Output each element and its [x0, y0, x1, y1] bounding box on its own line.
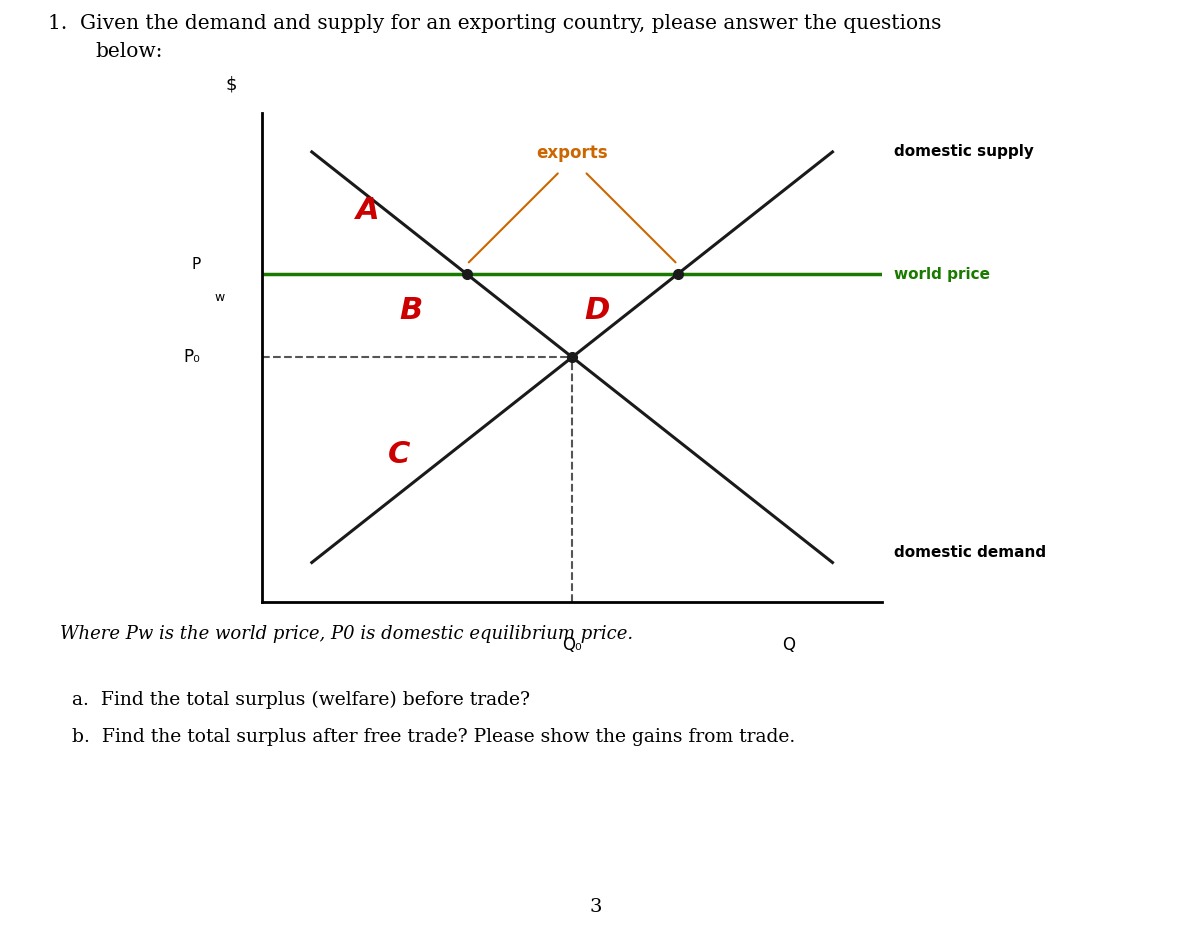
- Text: w: w: [215, 291, 225, 305]
- Text: C: C: [387, 441, 410, 469]
- Text: B: B: [399, 296, 423, 325]
- Text: a.  Find the total surplus (welfare) before trade?: a. Find the total surplus (welfare) befo…: [72, 691, 529, 709]
- Text: Q₀: Q₀: [563, 635, 582, 654]
- Text: D: D: [584, 296, 609, 325]
- Text: P₀: P₀: [184, 348, 200, 367]
- Text: domestic demand: domestic demand: [894, 545, 1047, 560]
- Text: P: P: [191, 257, 200, 272]
- Text: Q: Q: [783, 635, 795, 654]
- Text: 1.  Given the demand and supply for an exporting country, please answer the ques: 1. Given the demand and supply for an ex…: [48, 14, 940, 33]
- Text: 3: 3: [590, 899, 602, 916]
- Text: exports: exports: [536, 144, 608, 162]
- Text: world price: world price: [894, 267, 991, 282]
- Text: $: $: [225, 75, 236, 93]
- Text: domestic supply: domestic supply: [894, 145, 1035, 160]
- Text: b.  Find the total surplus after free trade? Please show the gains from trade.: b. Find the total surplus after free tra…: [72, 728, 795, 746]
- Text: Where Pw is the world price, P0 is domestic equilibrium price.: Where Pw is the world price, P0 is domes…: [60, 625, 633, 643]
- Text: below:: below:: [95, 42, 163, 61]
- Text: A: A: [355, 196, 379, 225]
